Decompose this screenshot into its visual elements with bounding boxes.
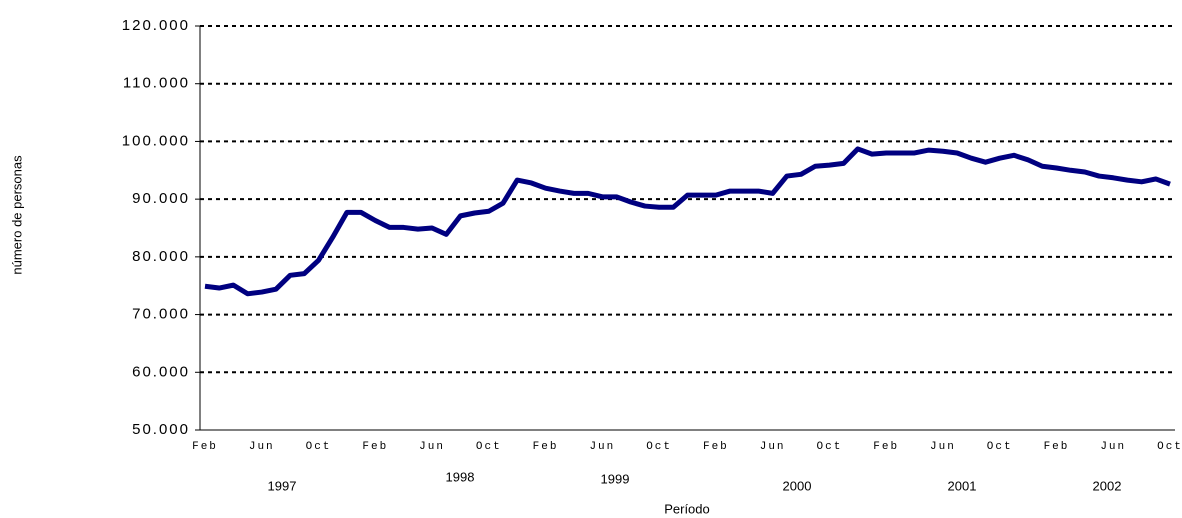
year-label: 2000 (783, 478, 812, 493)
year-label: 1997 (268, 478, 297, 493)
x-tick-label: Jun (1100, 441, 1126, 453)
x-tick-label: Jun (760, 441, 786, 453)
y-tick-label: 80.000 (132, 248, 190, 265)
x-tick-label: Oct (1157, 441, 1182, 453)
x-tick-label: Feb (873, 441, 899, 453)
x-tick-label: Oct (646, 441, 672, 453)
y-tick-label: 100.000 (122, 132, 190, 149)
x-tick-label: Feb (533, 441, 559, 453)
year-label: 2002 (1093, 478, 1122, 493)
x-tick-label: Oct (817, 441, 843, 453)
year-label: 2001 (948, 478, 977, 493)
data-line (204, 146, 1171, 297)
x-tick-label: Jun (589, 441, 615, 453)
x-tick-label: Feb (362, 441, 388, 453)
y-tick-label: 110.000 (123, 75, 190, 92)
y-tick-label: 60.000 (132, 363, 190, 380)
y-tick-label: 50.000 (132, 421, 190, 438)
year-label: 1999 (601, 471, 630, 486)
year-label: 1998 (446, 469, 475, 484)
x-tick-label: Oct (306, 441, 332, 453)
x-tick-label: Jun (419, 441, 445, 453)
x-tick-label: Jun (930, 441, 956, 453)
x-tick-label: Feb (703, 441, 729, 453)
x-tick-label: Feb (192, 441, 218, 453)
x-tick-label: Oct (987, 441, 1013, 453)
y-tick-label: 70.000 (132, 306, 190, 323)
y-tick-label: 90.000 (132, 190, 190, 207)
y-axis-label: número de personas (9, 155, 24, 275)
x-tick-label: Oct (476, 441, 502, 453)
y-tick-label: 120.000 (122, 17, 190, 34)
x-tick-label: Feb (1044, 441, 1070, 453)
x-axis-label: Período (664, 501, 710, 516)
x-tick-label: Jun (249, 441, 275, 453)
